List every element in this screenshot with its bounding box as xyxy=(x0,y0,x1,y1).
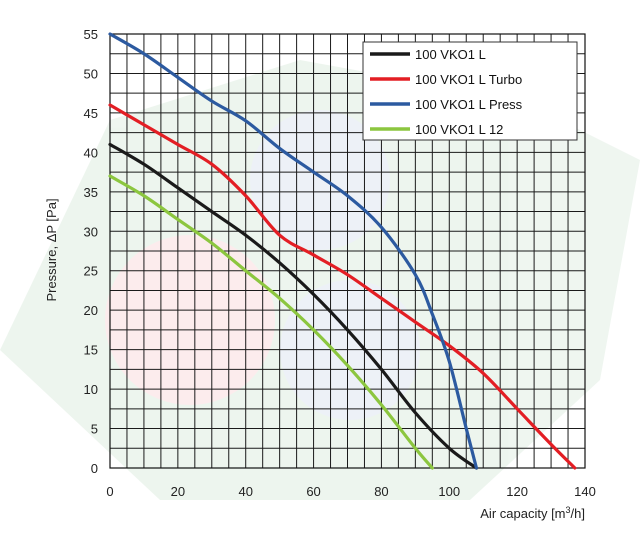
background-watermark-logo xyxy=(0,60,640,500)
y-tick-label: 10 xyxy=(84,382,98,397)
x-tick-label: 20 xyxy=(171,484,185,499)
x-tick-label: 0 xyxy=(106,484,113,499)
y-axis-title: Pressure, ΔP [Pa] xyxy=(44,198,59,301)
legend-label: 100 VKO1 L 12 xyxy=(415,122,503,137)
y-tick-label: 25 xyxy=(84,264,98,279)
x-tick-label: 80 xyxy=(374,484,388,499)
series-line xyxy=(108,174,434,470)
axes xyxy=(109,33,586,469)
legend-label: 100 VKO1 L xyxy=(415,47,486,62)
y-tick-label: 55 xyxy=(84,27,98,42)
y-tick-label: 45 xyxy=(84,106,98,121)
legend-box xyxy=(362,41,578,141)
x-axis-title: Air capacity [m3/h] xyxy=(480,505,585,521)
x-tick-label: 100 xyxy=(438,484,460,499)
y-tick-labels: 0 5 10 15 20 25 30 35 40 45 50 55 xyxy=(84,27,98,476)
y-tick-label: 35 xyxy=(84,185,98,200)
legend: 100 VKO1 L 100 VKO1 L Turbo 100 VKO1 L Pre… xyxy=(362,41,578,141)
y-tick-label: 15 xyxy=(84,343,98,358)
x-tick-labels: 0 20 40 60 80 100 120 140 xyxy=(106,484,595,499)
y-tick-label: 20 xyxy=(84,303,98,318)
y-tick-label: 0 xyxy=(91,461,98,476)
plot-frame xyxy=(109,33,586,469)
x-tick-label: 60 xyxy=(306,484,320,499)
series-line xyxy=(108,32,479,470)
data-series xyxy=(108,32,577,470)
y-tick-label: 30 xyxy=(84,224,98,239)
series-line xyxy=(108,103,577,470)
series-line xyxy=(108,142,479,470)
legend-label: 100 VKO1 L Turbo xyxy=(415,72,522,87)
y-tick-label: 50 xyxy=(84,66,98,81)
legend-label: 100 VKO1 L Press xyxy=(415,97,523,112)
x-tick-label: 120 xyxy=(506,484,528,499)
x-tick-label: 40 xyxy=(238,484,252,499)
y-tick-label: 5 xyxy=(91,422,98,437)
y-tick-label: 40 xyxy=(84,145,98,160)
x-tick-label: 140 xyxy=(574,484,596,499)
